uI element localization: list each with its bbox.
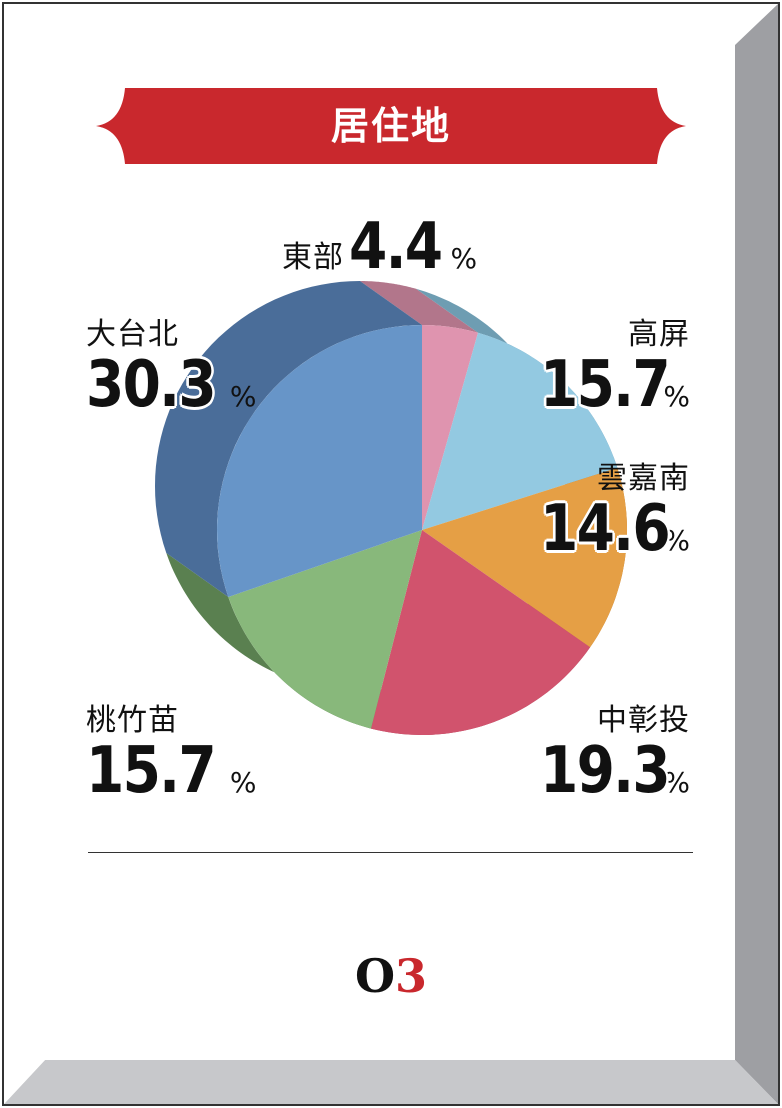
brand-logo: O3: [354, 949, 428, 1003]
pie-side-0: [360, 281, 478, 333]
title-banner: [96, 88, 686, 164]
pie-slice-0: [422, 325, 478, 530]
slice-value-east: 4.4: [349, 210, 443, 284]
pie-side-5: [155, 281, 422, 597]
slice-value-kaoping: 15.7: [540, 348, 671, 422]
slice-value-taozhumiao: 15.7: [86, 734, 217, 808]
label-zhongzhangtou: 中彰投 19.3%: [519, 703, 690, 808]
slice-name-yunjianan: 雲嘉南: [597, 461, 690, 496]
slice-value-zhongzhangtou: 19.3: [540, 734, 671, 808]
slice-value-yunjianan: 14.6: [540, 492, 671, 566]
pct-yunjianan: %: [663, 524, 690, 557]
slice-value-taipei: 30.3: [86, 348, 217, 422]
slice-name-zhongzhangtou: 中彰投: [597, 703, 690, 738]
label-yunjianan: 雲嘉南 14.6%: [519, 461, 690, 566]
divider-line: [88, 852, 693, 853]
pct-east: %: [450, 242, 478, 275]
pie-slice-1: [422, 332, 618, 530]
pct-kaoping: %: [663, 380, 690, 413]
pct-taozhumiao: %: [229, 766, 257, 799]
label-taozhumiao: 桃竹苗 15.7%: [86, 703, 257, 808]
label-east: 東部 4.4%: [282, 214, 477, 280]
slice-name-taipei: 大台北: [86, 317, 179, 352]
slice-name-kaoping: 高屏: [628, 317, 690, 352]
pie-side-4: [166, 553, 371, 729]
slice-name-taozhumiao: 桃竹苗: [86, 703, 179, 738]
chart-title: 居住地: [330, 104, 451, 148]
label-taipei: 大台北 30.3%: [86, 317, 257, 422]
pct-zhongzhangtou: %: [663, 766, 690, 799]
pct-taipei: %: [229, 380, 257, 413]
pie-slice-4: [228, 530, 422, 729]
pie-slice-2: [422, 467, 628, 648]
label-kaoping: 高屏 15.7%: [519, 317, 690, 422]
pie-slice-3: [371, 530, 591, 736]
pie-slice-5: [217, 325, 422, 597]
slice-name-east: 東部: [282, 240, 344, 275]
